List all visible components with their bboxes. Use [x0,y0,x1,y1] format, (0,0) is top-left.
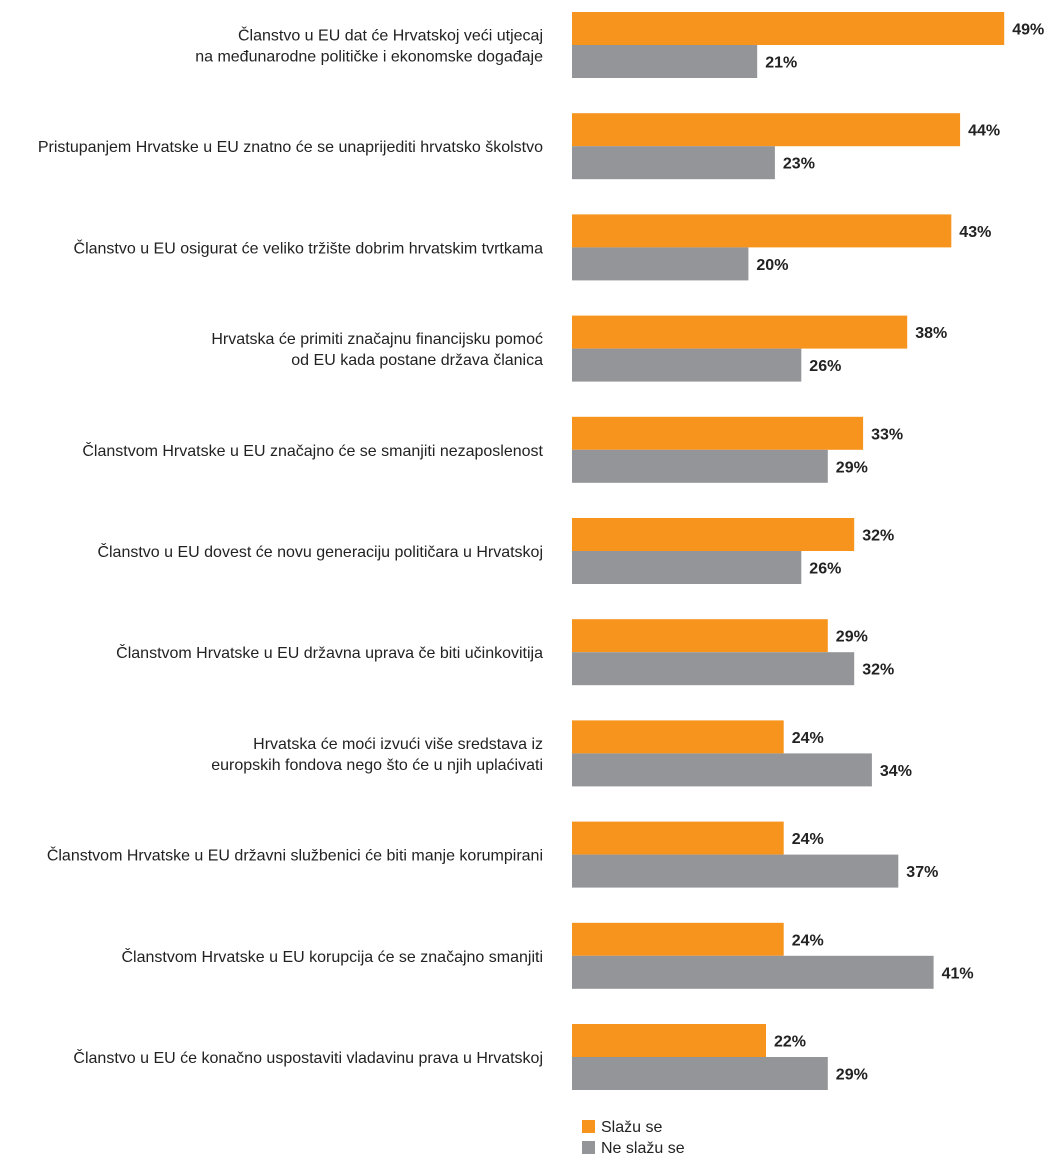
value-label-disagree: 34% [880,763,912,780]
value-label-disagree: 26% [809,358,841,375]
value-label-disagree: 29% [836,459,868,476]
value-label-disagree: 37% [906,864,938,881]
legend-swatch-disagree [582,1141,595,1154]
bar-disagree [572,348,802,382]
bar-disagree [572,45,758,78]
value-label-disagree: 32% [862,662,894,679]
legend: Slažu se Ne slažu se [582,1119,685,1157]
bar-agree [572,1024,766,1057]
bar-agree [572,12,1005,45]
value-label-agree: 24% [792,932,824,949]
bar-disagree [572,146,775,180]
bars-layer [572,12,1005,1090]
value-label-agree: 44% [968,123,1000,140]
value-label-agree: 29% [836,629,868,646]
category-label: Članstvom Hrvatske u EU korupcija će se … [122,947,544,966]
category-label: Članstvom Hrvatske u EU značajno će se s… [82,441,543,460]
bar-agree [572,518,855,551]
category-label: Članstvo u EU će konačno uspostaviti vla… [73,1048,543,1067]
category-label: Članstvo u EU osigurat će veliko tržište… [74,238,544,257]
legend-label-disagree: Ne slažu se [601,1140,685,1157]
bar-agree [572,821,784,855]
labels-layer: Članstvo u EU dat će Hrvatskoj veći utje… [38,22,1044,1084]
value-label-agree: 49% [1012,22,1044,39]
value-label-disagree: 23% [783,156,815,173]
category-label: Članstvom Hrvatske u EU državni službeni… [47,846,543,865]
bar-disagree [572,753,872,787]
category-label: Hrvatska će primiti značajnu financijsku… [211,331,543,369]
bar-disagree [572,1057,828,1090]
value-label-disagree: 21% [765,55,797,72]
bar-disagree [572,449,828,483]
bar-agree [572,113,961,147]
bar-agree [572,416,864,450]
bar-disagree [572,652,855,686]
bar-disagree [572,854,899,888]
category-label: Hrvatska će moći izvući više sredstava i… [211,736,543,774]
category-label: Članstvo u EU dovest će novu generaciju … [97,542,543,561]
legend-label-agree: Slažu se [601,1119,662,1136]
bar-agree [572,720,784,754]
value-label-disagree: 29% [836,1067,868,1084]
value-label-disagree: 20% [756,257,788,274]
bar-disagree [572,551,802,584]
bar-agree [572,922,784,956]
bar-agree [572,619,828,653]
bar-agree [572,315,908,349]
value-label-disagree: 26% [809,561,841,578]
value-label-agree: 32% [862,528,894,545]
value-label-agree: 22% [774,1034,806,1051]
value-label-agree: 33% [871,426,903,443]
bar-disagree [572,247,749,281]
bar-disagree [572,955,934,989]
value-label-disagree: 41% [942,965,974,982]
value-label-agree: 24% [792,730,824,747]
category-label: Članstvom Hrvatske u EU državna uprava č… [116,643,543,662]
legend-swatch-agree [582,1120,595,1133]
category-label: Članstvo u EU dat će Hrvatskoj veći utje… [195,26,543,66]
value-label-agree: 38% [915,325,947,342]
bar-agree [572,214,952,248]
value-label-agree: 24% [792,831,824,848]
value-label-agree: 43% [959,224,991,241]
category-label: Pristupanjem Hrvatske u EU znatno će se … [38,139,543,156]
